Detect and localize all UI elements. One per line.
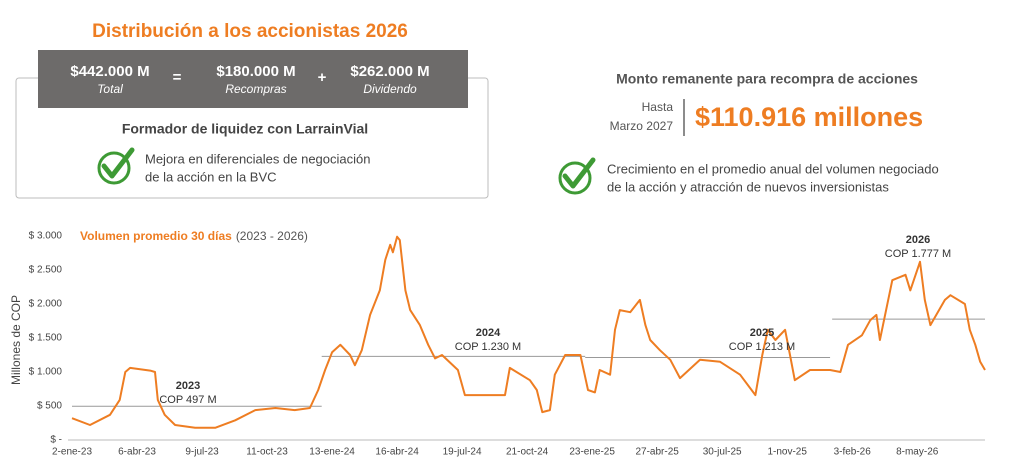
dividend-label: Dividendo (363, 82, 417, 96)
average-value: COP 497 M (159, 394, 216, 406)
y-tick-label: $ 2.000 (29, 299, 63, 310)
liquidity-line: Mejora en diferenciales de negociación (145, 151, 370, 166)
series-line (71, 235, 986, 429)
buybacks-amount: $180.000 M (216, 63, 295, 80)
x-tick-label: 19-jul-24 (443, 447, 482, 458)
title: Distribución a los accionistas 2026 (92, 21, 408, 42)
growth-line: Crecimiento en el promedio anual del vol… (607, 161, 939, 176)
subtitle: (2023 - 2026) (236, 229, 308, 243)
total-amount: $442.000 M (70, 63, 149, 80)
liquidity-line: de la acción en la BVC (145, 169, 277, 184)
growth-line: de la acción y atracción de nuevos inver… (607, 179, 889, 194)
x-tick-label: 2-ene-23 (52, 447, 92, 458)
until-label: Hasta (642, 100, 674, 114)
check-icon (558, 157, 596, 195)
y-tick-label: $ 2.500 (29, 265, 63, 276)
equals: = (173, 69, 182, 86)
x-tick-label: 23-ene-25 (569, 447, 615, 458)
x-tick-label: 21-oct-24 (506, 447, 549, 458)
average-year: 2023 (176, 380, 200, 392)
y-tick-label: $ 500 (37, 401, 62, 412)
x-tick-label: 13-ene-24 (309, 447, 355, 458)
plus: + (318, 69, 327, 86)
y-tick-label: $ - (50, 435, 62, 446)
x-tick-label: 6-abr-23 (118, 447, 156, 458)
dividend-amount: $262.000 M (350, 63, 429, 80)
chart-subtitle: Volumen promedio 30 días (2023 - 2026) (80, 229, 308, 243)
x-tick-label: 27-abr-25 (635, 447, 679, 458)
y-tick-label: $ 1.000 (29, 367, 63, 378)
x-tick-label: 1-nov-25 (767, 447, 807, 458)
average-year: 2026 (906, 234, 930, 246)
y-tick-label: $ 1.500 (29, 333, 63, 344)
average-value: COP 1.777 M (885, 248, 951, 260)
x-tick-label: 16-abr-24 (375, 447, 419, 458)
legend-entry: Volumen promedio 30 días (80, 229, 232, 243)
liquidity-title: Formador de liquidez con LarrainVial (122, 121, 368, 137)
remaining-title: Monto remanente para recompra de accione… (616, 71, 918, 87)
average-value: COP 1.230 M (455, 341, 521, 353)
average-year: 2025 (750, 327, 774, 339)
until-date: Marzo 2027 (610, 119, 674, 133)
average-year: 2024 (476, 327, 501, 339)
average-value: COP 1.213 M (729, 341, 795, 353)
x-tick-label: 30-jul-25 (703, 447, 742, 458)
y-axis-label: Millones de COP (9, 295, 23, 385)
y-tick-label: $ 3.000 (29, 231, 63, 242)
x-tick-label: 9-jul-23 (185, 447, 219, 458)
total-label: Total (97, 82, 123, 96)
summary-box (38, 50, 468, 108)
x-tick-label: 3-feb-26 (834, 447, 872, 458)
x-tick-label: 11-oct-23 (246, 447, 288, 458)
x-tick-label: 8-may-26 (896, 447, 939, 458)
buybacks-label: Recompras (225, 82, 286, 96)
check-icon (97, 147, 135, 185)
remaining-amount: $110.916 millones (695, 102, 923, 132)
